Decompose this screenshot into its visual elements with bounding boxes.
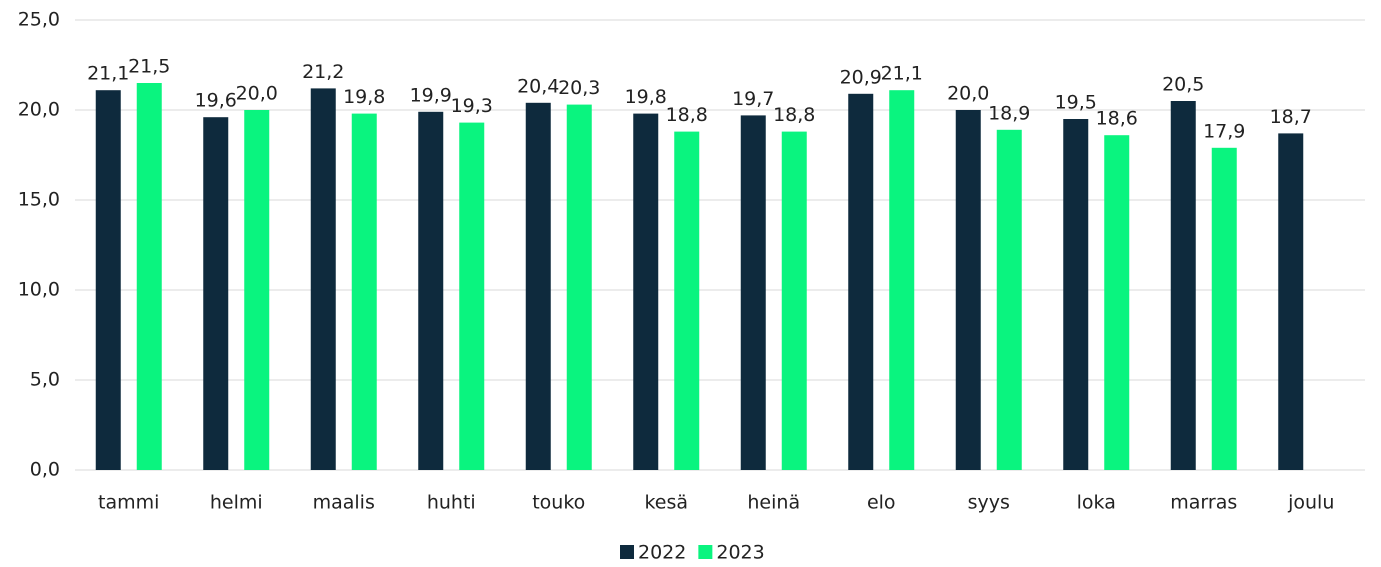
bar: [740, 115, 766, 471]
y-tick-label: 25,0: [18, 9, 60, 31]
bar: [310, 88, 336, 471]
bar: [566, 104, 592, 470]
value-label: 19,7: [732, 88, 774, 110]
x-tick-label: huhti: [427, 492, 476, 514]
value-label: 21,1: [881, 63, 923, 85]
value-label: 20,4: [517, 75, 559, 97]
value-label: 19,6: [195, 90, 237, 112]
y-tick-label: 0,0: [30, 459, 60, 481]
x-tick-label: tammi: [98, 492, 159, 514]
x-tick-label: loka: [1077, 492, 1116, 514]
bar: [95, 90, 121, 470]
bar: [525, 102, 551, 471]
bar: [848, 93, 874, 471]
x-tick-label: elo: [867, 492, 896, 514]
value-label: 19,9: [410, 84, 452, 106]
value-label: 20,0: [236, 83, 278, 105]
x-tick-label: kesä: [644, 492, 688, 514]
bar: [1063, 119, 1089, 470]
bar: [996, 129, 1022, 471]
bar: [955, 110, 981, 470]
bar: [674, 131, 700, 470]
x-tick-label: helmi: [210, 492, 263, 514]
bar: [244, 110, 270, 470]
value-label: 21,2: [302, 61, 344, 83]
x-tick-label: touko: [532, 492, 585, 514]
legend-label: 2022: [638, 542, 686, 564]
value-label: 20,9: [840, 66, 882, 88]
value-label: 20,3: [558, 77, 600, 99]
value-label: 19,8: [343, 86, 385, 108]
value-label: 18,8: [773, 104, 815, 126]
bar: [633, 113, 659, 470]
x-tick-label: syys: [968, 492, 1010, 514]
bar: [1170, 101, 1196, 470]
value-label: 18,8: [666, 104, 708, 126]
bar: [459, 122, 485, 470]
value-label: 18,6: [1096, 108, 1138, 130]
bar: [136, 83, 162, 470]
bar: [1211, 147, 1237, 471]
x-tick-label: marras: [1170, 492, 1237, 514]
x-tick-label: joulu: [1287, 492, 1334, 514]
value-label: 19,5: [1055, 92, 1097, 114]
bar: [418, 111, 444, 471]
value-label: 19,3: [451, 95, 493, 117]
value-label: 21,1: [87, 63, 129, 85]
bar: [1104, 135, 1130, 470]
value-label: 21,5: [128, 56, 170, 78]
legend-label: 2023: [716, 542, 764, 564]
bar: [351, 113, 377, 470]
bar: [889, 90, 915, 470]
y-tick-label: 5,0: [30, 369, 60, 391]
y-tick-label: 20,0: [18, 99, 60, 121]
value-label: 18,7: [1270, 106, 1312, 128]
y-tick-label: 15,0: [18, 189, 60, 211]
y-tick-label: 10,0: [18, 279, 60, 301]
value-label: 20,0: [947, 83, 989, 105]
bar: [781, 131, 807, 470]
legend-swatch: [698, 545, 713, 559]
bar: [1278, 133, 1304, 470]
value-label: 17,9: [1203, 120, 1245, 142]
x-tick-label: heinä: [747, 492, 800, 514]
legend-swatch: [620, 545, 634, 559]
value-label: 19,8: [625, 86, 667, 108]
bar: [203, 117, 229, 470]
value-label: 20,5: [1162, 74, 1204, 96]
x-tick-label: maalis: [313, 492, 375, 514]
value-label: 18,9: [988, 102, 1030, 124]
